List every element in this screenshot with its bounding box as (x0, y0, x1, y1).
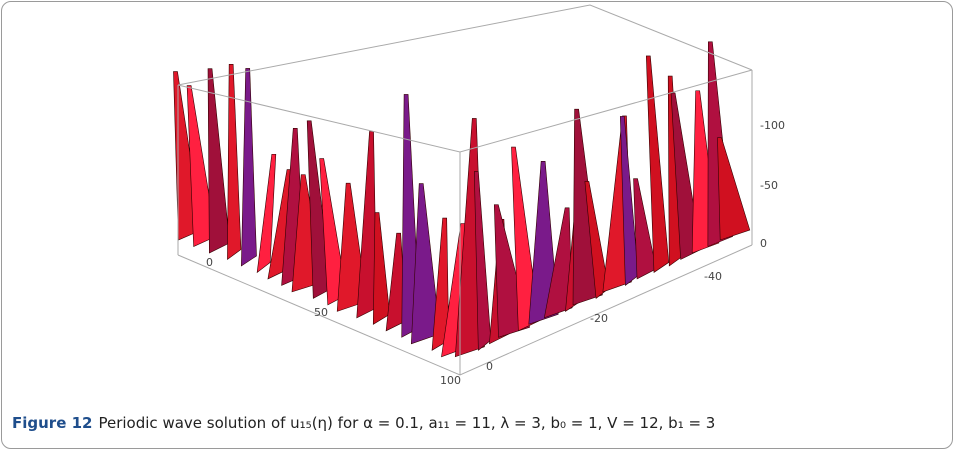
surface-ridge (543, 207, 573, 319)
y-tick-label: -20 (590, 312, 608, 325)
surface-ridge (717, 137, 751, 241)
surface-plot: 0 50 100 0 -20 -40 0 -50 -100 (173, 4, 785, 387)
z-tick-label: -50 (760, 179, 778, 192)
surface-ridge (186, 85, 217, 247)
z-tick-label: 0 (760, 237, 767, 250)
y-tick-label: 0 (486, 360, 493, 373)
surface-ridge (372, 212, 391, 325)
surface-ridge (619, 116, 639, 286)
box-edge (177, 4, 753, 86)
bounding-box (177, 4, 753, 376)
surface-ridge (645, 55, 670, 273)
box-edge (177, 69, 753, 153)
surface-ridge (584, 181, 610, 299)
surface-ridge (227, 63, 242, 261)
z-tick-label: -100 (760, 119, 785, 132)
surface-ridge (207, 68, 230, 254)
surface-ridge (256, 153, 277, 274)
caption-text: Periodic wave solution of u₁₅(η) for α =… (98, 414, 716, 432)
surface-ridge (410, 183, 441, 345)
x-tick-label: 0 (206, 256, 213, 269)
caption-label: Figure 12 (12, 414, 93, 432)
box-edge (177, 244, 753, 376)
surface-ridge (633, 178, 657, 280)
surface-ridge (473, 171, 492, 351)
surface-ridge (241, 68, 257, 267)
caption: Figure 12 Periodic wave solution of u₁₅(η… (12, 414, 715, 432)
surface-ridge (385, 232, 407, 332)
surface (173, 41, 751, 358)
x-tick-label: 100 (440, 374, 461, 387)
x-tick-label: 50 (314, 306, 328, 319)
y-tick-label: -40 (704, 270, 722, 283)
